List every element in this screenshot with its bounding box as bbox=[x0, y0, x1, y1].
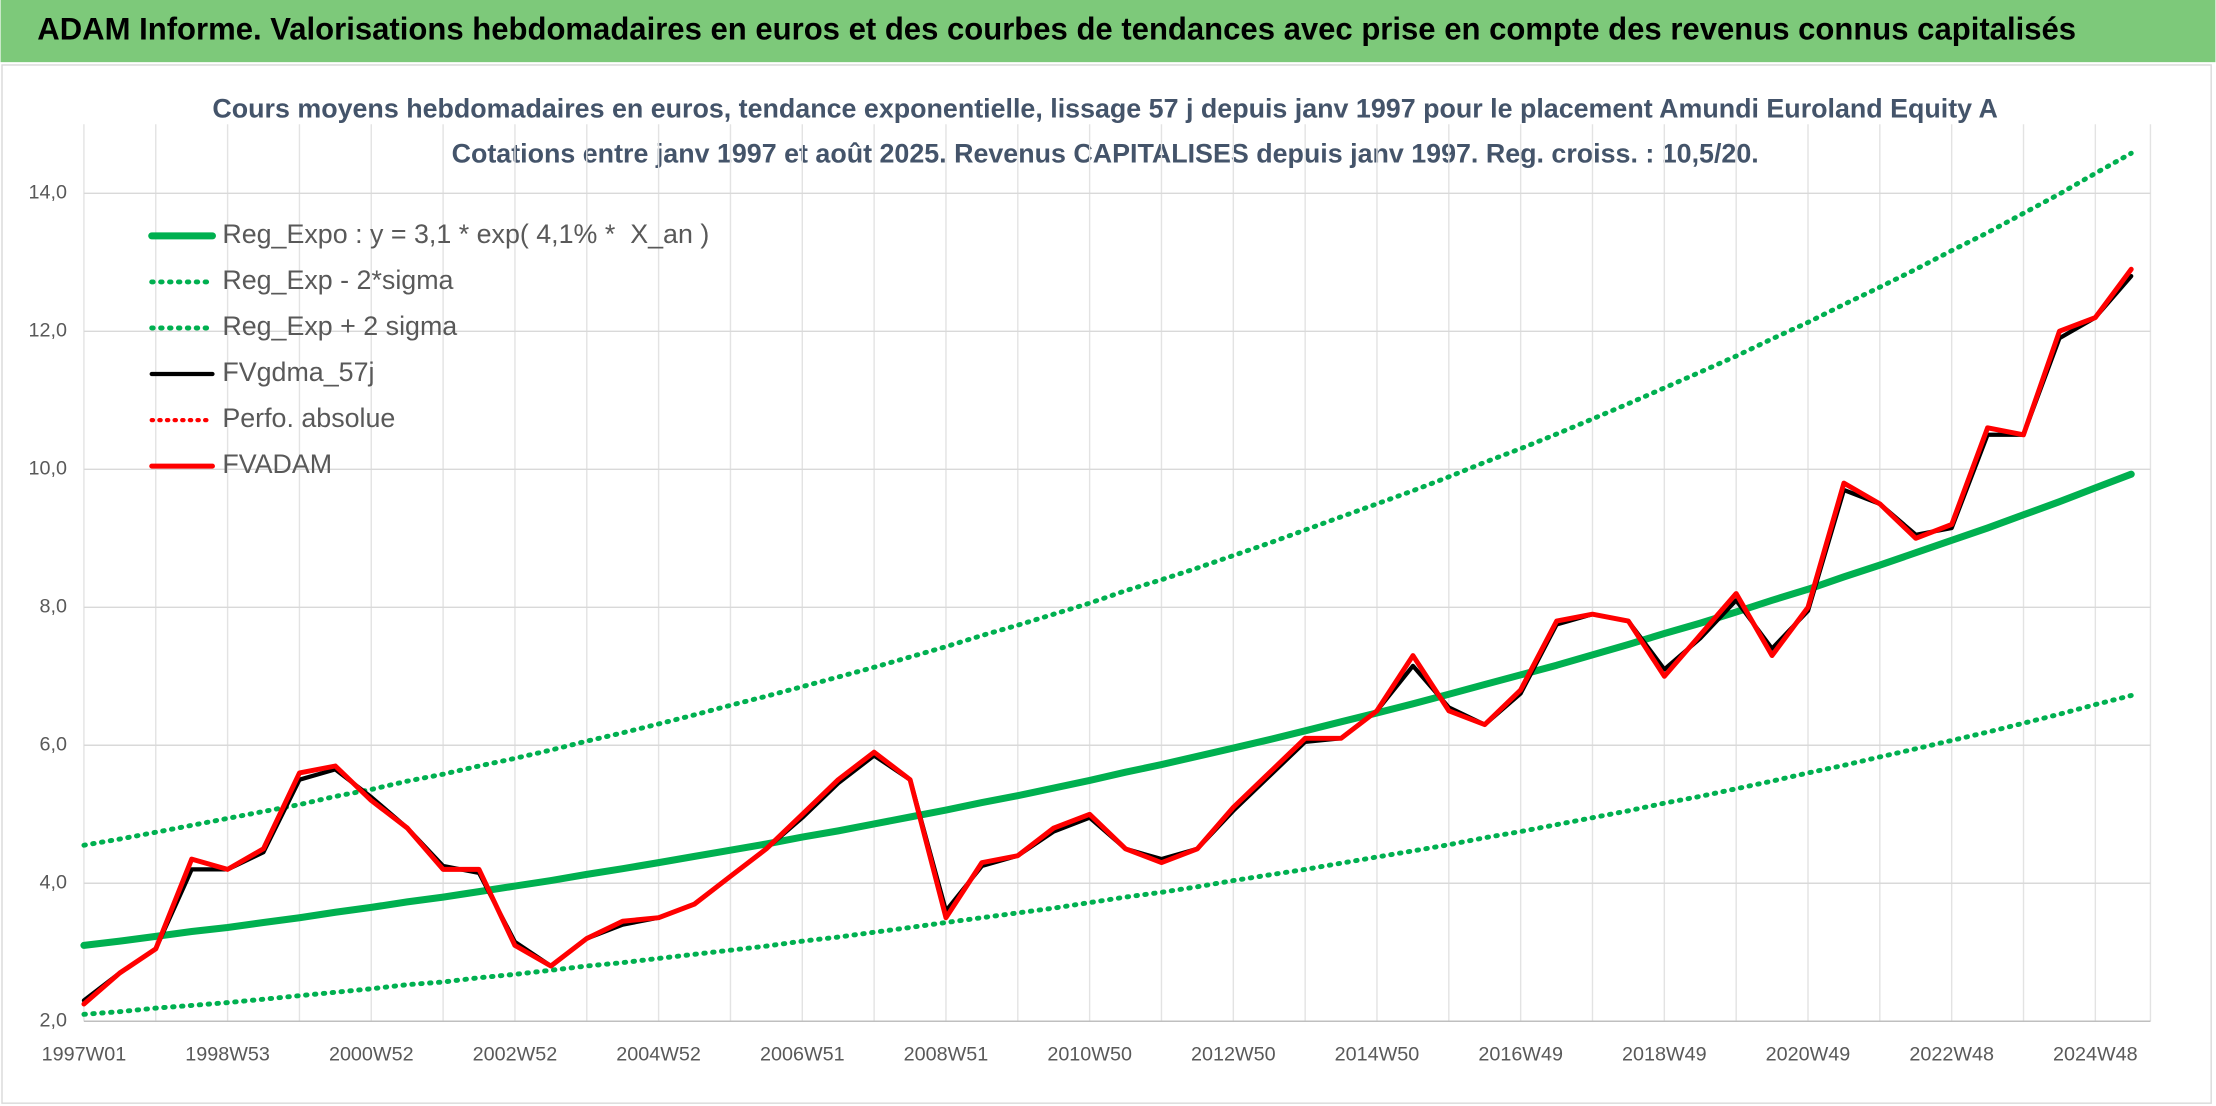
x-tick-label: 2010W50 bbox=[1047, 1043, 1132, 1065]
y-tick-label: 12,0 bbox=[28, 320, 66, 342]
x-tick-label: 2008W51 bbox=[904, 1043, 989, 1065]
y-tick-label: 14,0 bbox=[28, 182, 66, 204]
x-tick-label: 1998W53 bbox=[185, 1043, 270, 1065]
x-tick-label: 2024W48 bbox=[2053, 1043, 2138, 1065]
chart-frame bbox=[1, 64, 2212, 1104]
x-tick-label: 2016W49 bbox=[1478, 1043, 1563, 1065]
chart-subtitle: Cotations entre janv 1997 et août 2025. … bbox=[452, 138, 1759, 168]
x-tick-label: 2002W52 bbox=[473, 1043, 558, 1065]
legend-label: Perfo. absolue bbox=[222, 403, 395, 433]
legend-label: FVADAM bbox=[222, 449, 332, 479]
series-line bbox=[81, 150, 2134, 848]
x-tick-label: 2022W48 bbox=[1909, 1043, 1994, 1065]
x-tick-label: 2012W50 bbox=[1191, 1043, 1276, 1065]
series-line bbox=[81, 266, 2134, 1007]
chart-title: Cours moyens hebdomadaires en euros, ten… bbox=[212, 93, 1998, 123]
y-tick-label: 2,0 bbox=[39, 1009, 66, 1031]
x-tick-label: 2018W49 bbox=[1622, 1043, 1707, 1065]
y-tick-label: 4,0 bbox=[39, 871, 66, 893]
legend-label: Reg_Exp + 2 sigma bbox=[222, 311, 457, 341]
legend-label: Reg_Expo : y = 3,1 * exp( 4,1% * X_an ) bbox=[222, 219, 709, 249]
series-line bbox=[80, 470, 2135, 949]
x-tick-label: 2004W52 bbox=[616, 1043, 701, 1065]
header-bar bbox=[0, 0, 2216, 63]
x-tick-label: 2006W51 bbox=[760, 1043, 845, 1065]
y-tick-label: 8,0 bbox=[39, 595, 66, 617]
series-line bbox=[81, 693, 2134, 1017]
x-tick-label: 1997W01 bbox=[42, 1043, 127, 1065]
y-tick-label: 10,0 bbox=[28, 458, 66, 480]
x-tick-label: 2014W50 bbox=[1335, 1043, 1420, 1065]
legend-label: FVgdma_57j bbox=[222, 357, 374, 387]
legend-label: Reg_Exp - 2*sigma bbox=[222, 265, 453, 295]
x-tick-label: 2020W49 bbox=[1766, 1043, 1851, 1065]
y-tick-label: 6,0 bbox=[39, 733, 66, 755]
x-tick-label: 2000W52 bbox=[329, 1043, 414, 1065]
header-title: ADAM Informe. Valorisations hebdomadaire… bbox=[37, 11, 2076, 46]
